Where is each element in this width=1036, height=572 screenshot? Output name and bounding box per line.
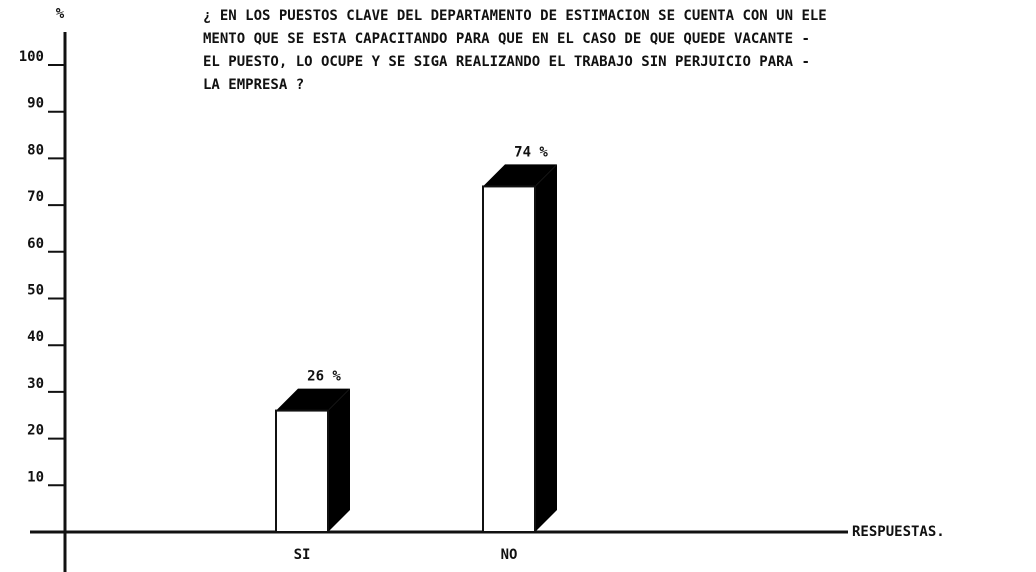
- bar-side: [328, 388, 350, 532]
- x-tick-label: NO: [501, 547, 518, 563]
- y-tick-label: 70: [27, 189, 44, 205]
- chart-title: ¿ EN LOS PUESTOS CLAVE DEL DEPARTAMENTO …: [203, 8, 827, 24]
- y-axis-label: %: [56, 6, 65, 22]
- y-tick-label: 100: [19, 49, 44, 65]
- bar-top: [483, 164, 557, 187]
- x-axis-label: RESPUESTAS.: [852, 524, 945, 540]
- bar: [275, 409, 329, 533]
- bar: [482, 185, 536, 533]
- y-tick-label: 90: [27, 96, 44, 112]
- chart-title: MENTO QUE SE ESTA CAPACITANDO PARA QUE E…: [203, 31, 810, 47]
- value-label: 74 %: [514, 144, 548, 160]
- y-tick-label: 80: [27, 142, 44, 158]
- y-tick-label: 60: [27, 236, 44, 252]
- y-tick-label: 20: [27, 423, 44, 439]
- y-tick-label: 30: [27, 376, 44, 392]
- chart-title: LA EMPRESA ?: [203, 77, 304, 93]
- y-tick-label: 40: [27, 329, 44, 345]
- chart-title: EL PUESTO, LO OCUPE Y SE SIGA REALIZANDO…: [203, 54, 810, 70]
- y-tick-label: 10: [27, 469, 44, 485]
- bar-side: [535, 164, 557, 533]
- bar-top: [276, 388, 350, 411]
- y-tick-label: 50: [27, 283, 44, 299]
- value-label: 26 %: [307, 369, 341, 385]
- x-tick-label: SI: [294, 547, 311, 563]
